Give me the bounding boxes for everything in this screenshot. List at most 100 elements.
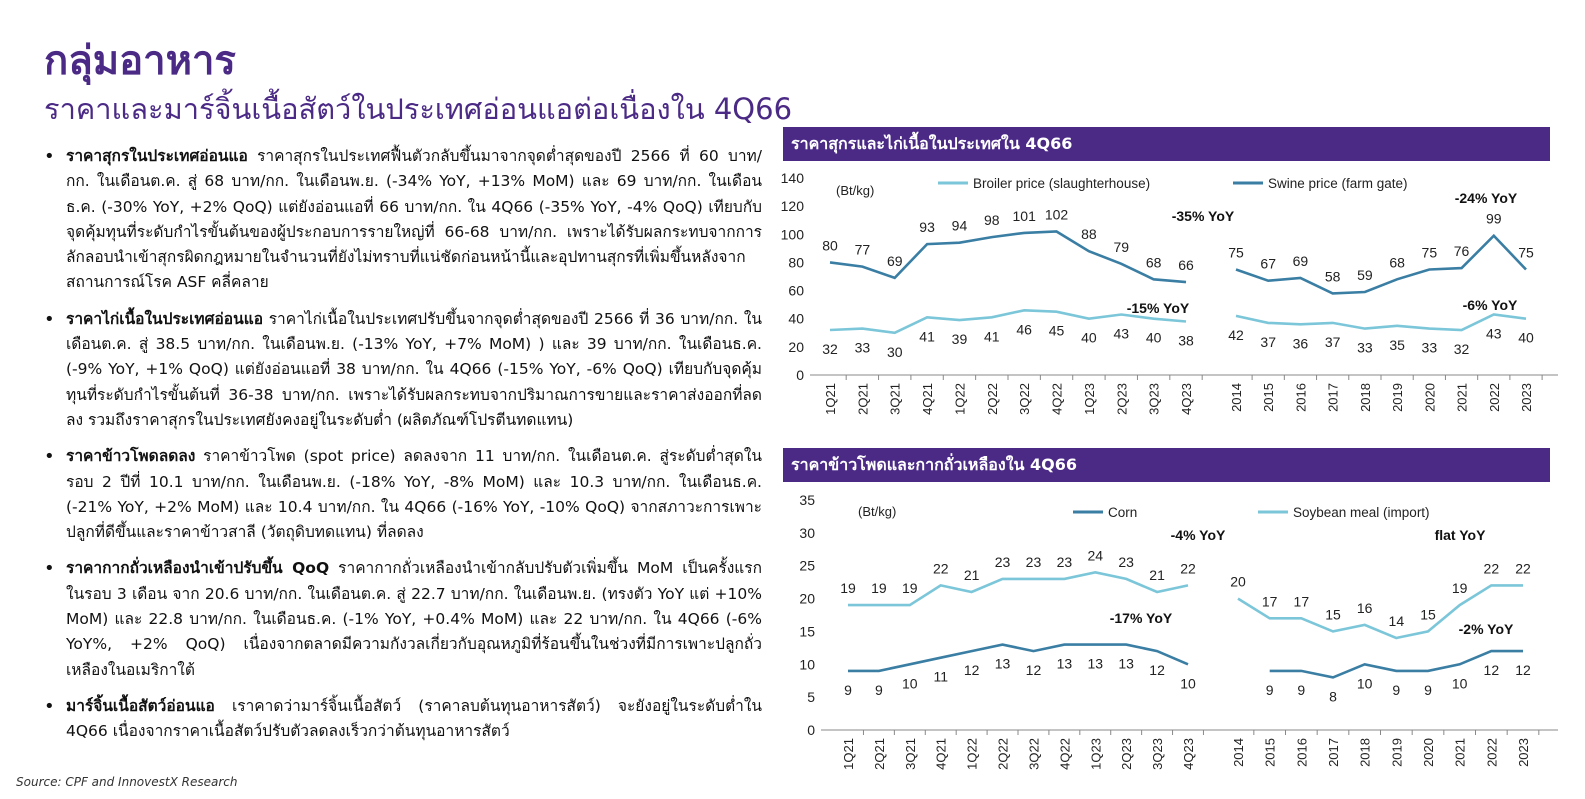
x-tick-label: 1Q22 <box>952 383 967 415</box>
data-label: 88 <box>1081 226 1097 242</box>
y-tick-label: 5 <box>807 689 815 705</box>
x-tick-label: 2Q22 <box>996 738 1011 770</box>
data-label: 99 <box>1486 211 1502 227</box>
data-label: 32 <box>1454 341 1470 357</box>
data-label: 40 <box>1518 330 1534 346</box>
data-label: 10 <box>1452 675 1468 691</box>
x-tick-label: 1Q22 <box>965 738 980 770</box>
data-label: 43 <box>1486 325 1502 341</box>
data-label: 75 <box>1518 244 1534 260</box>
yoy-annotation: -6% YoY <box>1463 297 1518 313</box>
series-line-quarterly-0 <box>848 643 1189 673</box>
bullet-heading: ราคาข้าวโพดลดลง <box>66 447 196 466</box>
data-label: 43 <box>1113 325 1129 341</box>
data-label: 9 <box>1424 682 1432 698</box>
bullet-text: ราคาสุกรในประเทศฟื้นตัวกลับขึ้นมาจากจุดต… <box>66 147 762 292</box>
data-label: 9 <box>1297 682 1305 698</box>
data-label: 23 <box>995 554 1011 570</box>
x-tick-label: 2022 <box>1484 738 1499 767</box>
y-tick-label: 25 <box>799 558 815 574</box>
data-label: 80 <box>822 237 838 253</box>
x-tick-label: 4Q21 <box>920 383 935 415</box>
data-label: 58 <box>1325 268 1341 284</box>
data-label: 42 <box>1228 327 1244 343</box>
yoy-annotation: -15% YoY <box>1127 300 1190 316</box>
bullet-text: ราคากากถั่วเหลืองนำเข้ากลับปรับตัวเพิ่มข… <box>66 559 762 679</box>
x-tick-label: 2020 <box>1421 738 1436 767</box>
bullet-heading: ราคากากถั่วเหลืองนำเข้าปรับขึ้น QoQ <box>66 559 330 578</box>
data-label: 30 <box>887 344 903 360</box>
y-tick-label: 10 <box>799 656 815 672</box>
data-label: 21 <box>964 567 980 583</box>
x-tick-label: 2016 <box>1294 738 1309 767</box>
y-tick-label: 20 <box>799 591 815 607</box>
bullet-heading: ราคาสุกรในประเทศอ่อนแอ <box>66 147 248 165</box>
data-label: 45 <box>1049 323 1065 339</box>
data-label: 38 <box>1178 333 1194 349</box>
legend-label: Broiler price (slaughterhouse) <box>973 176 1150 191</box>
data-label: 20 <box>1230 574 1246 590</box>
x-tick-label: 2018 <box>1358 738 1373 767</box>
series-line-quarterly-1 <box>829 230 1187 284</box>
data-label: 37 <box>1260 334 1276 350</box>
x-tick-label: 2014 <box>1229 383 1244 412</box>
data-label: 13 <box>995 656 1011 672</box>
data-label: 94 <box>952 218 968 234</box>
y-tick-label: 0 <box>807 722 815 738</box>
data-label: 32 <box>822 341 838 357</box>
data-label: 59 <box>1357 267 1373 283</box>
data-label: 19 <box>902 580 918 596</box>
x-tick-label: 3Q22 <box>1026 738 1041 770</box>
y-tick-label: 15 <box>799 623 815 639</box>
y-tick-label: 0 <box>796 367 804 383</box>
unit-label: (Bt/kg) <box>858 504 896 519</box>
data-label: 39 <box>952 331 968 347</box>
series-line-annual-0 <box>1269 649 1523 679</box>
y-tick-label: 120 <box>781 198 805 214</box>
data-label: 33 <box>1357 340 1373 356</box>
y-tick-label: 20 <box>788 339 804 355</box>
x-tick-label: 4Q23 <box>1179 383 1194 415</box>
x-tick-label: 4Q23 <box>1181 738 1196 770</box>
data-label: 19 <box>1452 580 1468 596</box>
data-label: 12 <box>1484 662 1500 678</box>
x-tick-label: 2021 <box>1453 738 1468 767</box>
x-tick-label: 1Q23 <box>1088 738 1103 770</box>
yoy-annotation: -17% YoY <box>1110 610 1173 626</box>
x-tick-label: 2019 <box>1389 738 1404 767</box>
data-label: 37 <box>1325 334 1341 350</box>
x-tick-label: 2014 <box>1231 738 1246 767</box>
series-line-annual-0 <box>1235 313 1527 332</box>
x-tick-label: 2017 <box>1326 738 1341 767</box>
feed-price-chart: (Bt/kg) 0 5 10 15 20 25 30 35 Corn Soybean meal (i… <box>768 486 1568 782</box>
data-label: 36 <box>1293 335 1309 351</box>
data-label: 40 <box>1146 330 1162 346</box>
data-label: 8 <box>1329 688 1337 704</box>
x-tick-label: 1Q21 <box>823 383 838 415</box>
series-line-quarterly-0 <box>829 308 1187 335</box>
data-label: 12 <box>964 662 980 678</box>
x-tick-label: 2016 <box>1293 383 1308 412</box>
meat-price-chart-svg: (Bt/kg) 0 20 40 60 80 100 120 140 Broiler price (… <box>781 170 1558 415</box>
bullet-corn: ราคาข้าวโพดลดลง ราคาข้าวโพด (spot price)… <box>40 444 762 545</box>
bullet-text: ราคาข้าวโพด (spot price) ลดลงจาก 11 บาท/… <box>66 447 762 542</box>
data-label: 33 <box>855 340 871 356</box>
x-tick-label: 2022 <box>1487 383 1502 412</box>
unit-label: (Bt/kg) <box>836 183 874 198</box>
bullet-margin: มาร์จิ้นเนื้อสัตว์อ่อนแอ เราคาดว่ามาร์จิ… <box>40 694 762 745</box>
data-label: 41 <box>984 328 1000 344</box>
page-title: กลุ่มอาหาร <box>44 38 236 84</box>
data-label: 93 <box>919 219 935 235</box>
y-tick-label: 35 <box>799 492 815 508</box>
data-label: 13 <box>1057 656 1073 672</box>
data-label: 76 <box>1454 243 1470 259</box>
x-tick-label: 2Q21 <box>872 738 887 770</box>
data-label: 46 <box>1016 321 1032 337</box>
x-tick-label: 2Q22 <box>985 383 1000 415</box>
x-tick-label: 2015 <box>1261 383 1276 412</box>
bullet-heading: มาร์จิ้นเนื้อสัตว์อ่อนแอ <box>66 696 215 715</box>
y-tick-label: 140 <box>781 170 805 186</box>
y-tick-label: 40 <box>788 311 804 327</box>
bullet-broiler: ราคาไก่เนื้อในประเทศอ่อนแอ ราคาไก่เนื้อใ… <box>40 307 762 433</box>
data-label: 79 <box>1113 239 1129 255</box>
